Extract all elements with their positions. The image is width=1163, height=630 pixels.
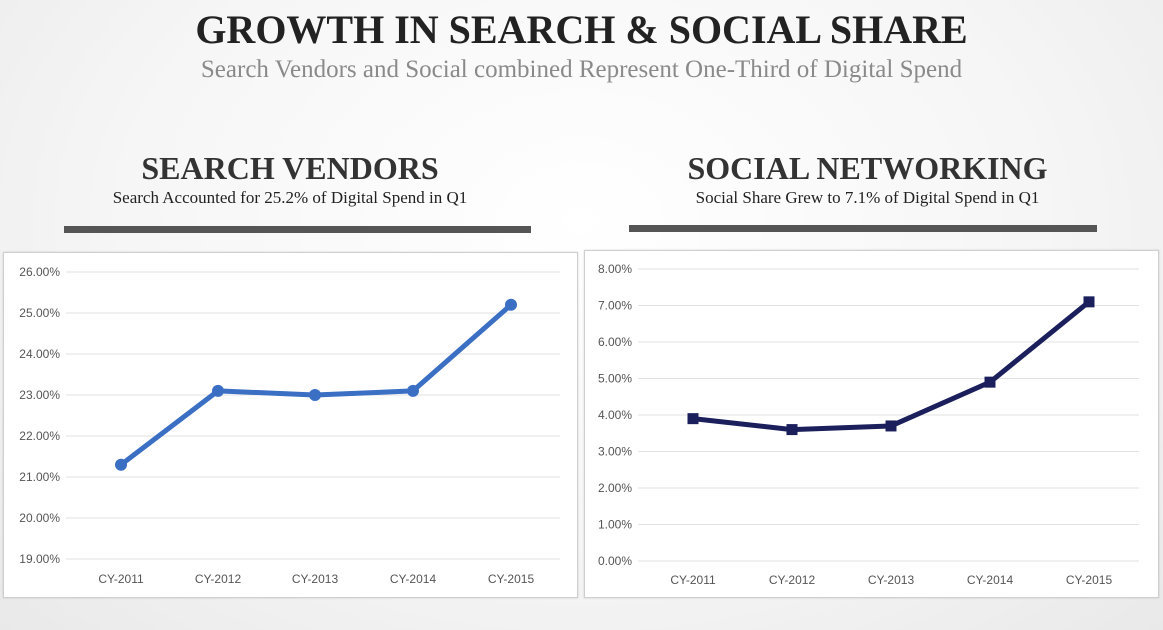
social-data-point (687, 413, 699, 425)
search-chart-svg: 19.00% 20.00% 21.00% 22.00% 23.00% 24.00% 25.0… (19, 265, 560, 586)
search-data-point (407, 384, 419, 397)
social-y-tick-label: 6.00% (598, 335, 632, 349)
social-data-point (885, 420, 897, 432)
search-x-tick-label: CY-2013 (292, 572, 339, 586)
search-data-point (212, 384, 224, 397)
social-y-tick-label: 7.00% (598, 299, 632, 313)
search-data-point (309, 389, 321, 401)
search-panel-divider (64, 226, 531, 233)
search-y-tick-label: 20.00% (19, 511, 60, 525)
social-x-tick-label: CY-2011 (670, 573, 716, 587)
social-x-tick-label: CY-2012 (769, 573, 816, 587)
search-y-tick-label: 23.00% (19, 388, 60, 402)
search-series-line (118, 302, 514, 468)
search-x-tick-label: CY-2011 (98, 572, 144, 586)
search-y-tick-label: 21.00% (19, 470, 60, 484)
search-x-tick-label: CY-2014 (390, 572, 437, 586)
social-data-point (984, 376, 996, 388)
social-x-tick-label: CY-2014 (967, 573, 1014, 587)
social-y-tick-label: 0.00% (598, 554, 632, 568)
social-chart: 0.00% 1.00% 2.00% 3.00% 4.00% 5.00% 6.00% 7.00%… (584, 250, 1159, 598)
social-data-point (786, 424, 798, 436)
social-y-tick-label: 1.00% (598, 518, 632, 532)
search-y-tick-label: 24.00% (19, 347, 60, 361)
search-data-point (505, 298, 517, 311)
social-panel-title: SOCIAL NETWORKING (687, 150, 1048, 186)
social-y-tick-label: 2.00% (598, 481, 632, 495)
search-panel-title: SEARCH VENDORS (141, 150, 439, 186)
social-x-tick-label: CY-2013 (868, 573, 915, 587)
search-y-tick-label: 26.00% (19, 265, 60, 279)
search-y-tick-label: 19.00% (19, 552, 60, 566)
social-y-tick-label: 3.00% (598, 445, 632, 459)
search-data-point (115, 458, 127, 471)
search-chart: 19.00% 20.00% 21.00% 22.00% 23.00% 24.00% 25.0… (3, 252, 578, 598)
search-y-tick-label: 22.00% (19, 429, 60, 443)
page-subtitle: Search Vendors and Social combined Repre… (200, 56, 963, 83)
search-y-tick-label: 25.00% (19, 306, 60, 320)
search-x-tick-label: CY-2012 (195, 572, 242, 586)
social-y-tick-label: 4.00% (598, 408, 632, 422)
social-series-line (690, 299, 1092, 433)
social-y-tick-label: 8.00% (598, 262, 632, 276)
social-data-point (1083, 296, 1095, 308)
search-x-tick-label: CY-2015 (488, 572, 535, 586)
page-title: GROWTH IN SEARCH & SOCIAL SHARE (195, 7, 968, 52)
social-panel-subtitle: Social Share Grew to 7.1% of Digital Spe… (695, 188, 1040, 207)
social-chart-svg: 0.00% 1.00% 2.00% 3.00% 4.00% 5.00% 6.00% 7.00%… (598, 262, 1139, 587)
social-y-tick-label: 5.00% (598, 372, 632, 386)
social-x-tick-label: CY-2015 (1066, 573, 1113, 587)
social-panel-divider (629, 225, 1097, 232)
search-panel-subtitle: Search Accounted for 25.2% of Digital Sp… (112, 188, 468, 207)
